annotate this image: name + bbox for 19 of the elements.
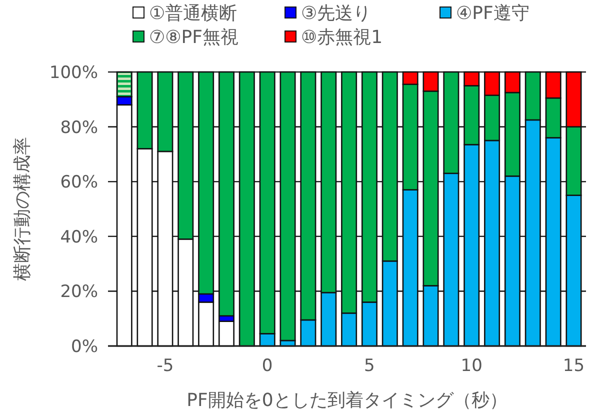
x-tick-label: 10 bbox=[460, 356, 482, 376]
x-tick-label: 15 bbox=[562, 356, 585, 376]
x-tick-label: 0 bbox=[262, 356, 273, 376]
legend-label: ⑦⑧PF無視 bbox=[149, 27, 238, 48]
legend-label: ④PF遵守 bbox=[456, 3, 530, 24]
legend-label: ①普通横断 bbox=[149, 3, 238, 24]
x-tick-label: -5 bbox=[156, 356, 174, 376]
x-axis-title: PF開始を0とした到着タイミング（秒） bbox=[186, 390, 508, 411]
y-tick-label: 40% bbox=[60, 227, 98, 248]
y-tick-label: 100% bbox=[49, 63, 98, 83]
y-tick-label: 20% bbox=[60, 282, 98, 302]
y-axis-title: 横断行動の構成率 bbox=[12, 137, 33, 281]
y-tick-label: 60% bbox=[60, 172, 98, 193]
y-tick-label: 0% bbox=[71, 337, 98, 357]
bar bbox=[218, 320, 234, 347]
legend-label: ⑩赤無視1 bbox=[301, 27, 383, 48]
x-tick-label: 5 bbox=[364, 356, 375, 376]
legend-label: ③先送り bbox=[301, 3, 372, 24]
y-tick-label: 80% bbox=[60, 118, 98, 138]
